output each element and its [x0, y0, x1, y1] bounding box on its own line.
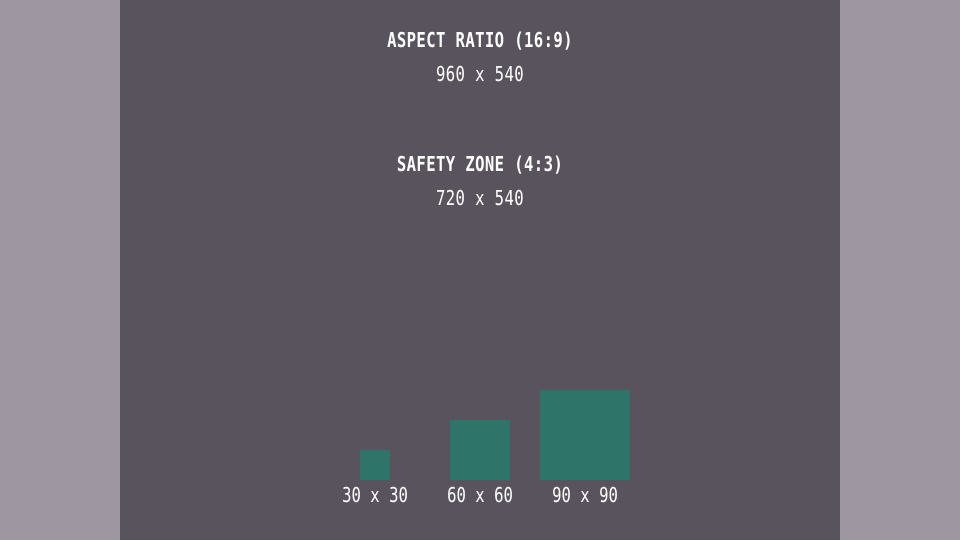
aspect-ratio-title: ASPECT RATIO (16:9): [387, 28, 573, 52]
square-60-label: 60 x 60: [447, 483, 513, 507]
safety-zone-dimensions: 720 x 540: [435, 186, 525, 210]
square-30: [360, 450, 390, 480]
safety-zone-title: SAFETY ZONE (4:3): [396, 152, 564, 176]
square-30-label: 30 x 30: [342, 483, 408, 507]
aspect-ratio-dimensions: 960 x 540: [435, 62, 525, 86]
square-90: [540, 390, 630, 480]
safety-zone: ASPECT RATIO (16:9) 960 x 540 SAFETY ZON…: [120, 0, 840, 540]
square-60: [450, 420, 510, 480]
square-90-label: 90 x 90: [552, 483, 618, 507]
